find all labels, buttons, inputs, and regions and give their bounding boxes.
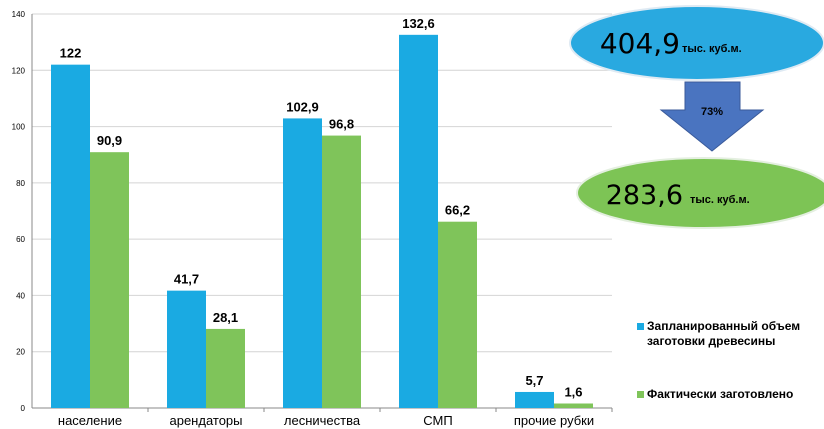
legend-swatch-planned [637, 323, 644, 330]
legend: Запланированный объем заготовки древесин… [637, 319, 824, 349]
bar [51, 64, 90, 409]
legend-label-actual: Фактически заготовлено [647, 387, 794, 401]
data-label: 1,6 [564, 384, 582, 399]
data-labels: 122 90,9 41,7 28,1 102,9 96,8 132,6 66,2 5,7 1,6 [60, 16, 583, 400]
bars [51, 34, 593, 409]
data-label: 96,8 [329, 117, 354, 132]
legend-swatch-actual [637, 391, 644, 398]
bar [167, 290, 206, 408]
y-tick-label: 60 [16, 235, 25, 244]
data-label: 90,9 [97, 133, 122, 148]
data-label: 132,6 [402, 16, 435, 31]
bar [283, 118, 322, 408]
legend-2: Фактически заготовлено [637, 387, 793, 402]
planned-total-value: 404,9 [600, 27, 680, 60]
y-tick-label: 100 [12, 123, 26, 132]
percent-label: 73% [701, 106, 723, 118]
legend-label-planned: Запланированный объем заготовки древесин… [647, 319, 801, 348]
y-tick-label: 0 [21, 404, 26, 413]
data-label: 66,2 [445, 203, 470, 218]
x-tick-label: СМП [423, 413, 452, 428]
bar [206, 328, 245, 408]
data-label: 41,7 [174, 272, 199, 287]
data-label: 5,7 [525, 373, 543, 388]
data-label: 28,1 [213, 310, 238, 325]
x-tick-label: население [58, 413, 122, 428]
legend-item-planned: Запланированный объем заготовки древесин… [637, 319, 824, 349]
bar [322, 135, 361, 408]
legend-item-actual: Фактически заготовлено [637, 387, 793, 402]
y-tick-label: 20 [16, 348, 25, 357]
planned-total-unit: тыс. куб.м. [682, 43, 742, 55]
summary-graphic: 404,9 тыс. куб.м. 73% 283,6 тыс. куб.м. [569, 5, 824, 229]
planned-total-ellipse [569, 5, 824, 81]
x-tick-label: арендаторы [169, 413, 242, 428]
y-tick-label: 140 [12, 10, 26, 19]
actual-total-ellipse [576, 157, 824, 229]
y-tick-label: 40 [16, 291, 25, 300]
bar [399, 34, 438, 408]
data-label: 102,9 [286, 99, 319, 114]
actual-total-value: 283,6 [606, 180, 683, 211]
x-tick-label: лесничества [284, 413, 361, 428]
x-tick-label: прочие рубки [514, 413, 594, 428]
data-label: 122 [60, 46, 82, 61]
actual-total-unit: тыс. куб.м. [690, 194, 750, 206]
bar [438, 221, 477, 408]
y-tick-label: 120 [12, 66, 26, 75]
bar [554, 403, 593, 408]
y-tick-label: 80 [16, 179, 25, 188]
bar [515, 391, 554, 408]
down-arrow-icon [659, 81, 765, 152]
bar [90, 152, 129, 408]
